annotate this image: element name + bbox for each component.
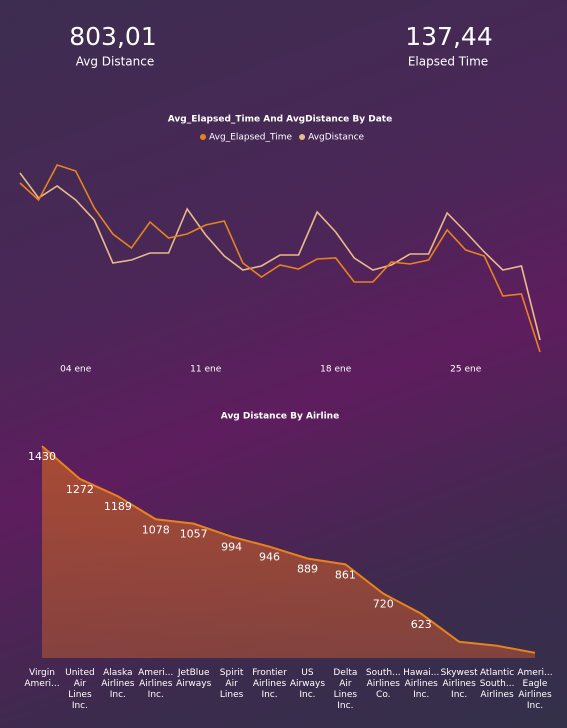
area: [42, 446, 535, 658]
x-tick-label: United Air Lines Inc.: [65, 668, 95, 711]
area-line: [41, 445, 536, 654]
chart-title: Avg Distance By Airline: [221, 412, 339, 422]
legend-label: Avg_Elapsed_Time: [209, 133, 293, 143]
data-label: 946: [259, 551, 280, 564]
x-tick-label: Hawai... Airlines Inc.: [403, 668, 440, 700]
line-series: [19, 164, 541, 353]
legend-label: AvgDistance: [308, 133, 364, 143]
x-tick-label: US Airways Inc.: [289, 668, 326, 700]
x-tick-label: 18 ene: [320, 365, 352, 375]
kpi-value: 137,44: [405, 22, 492, 51]
data-label: 1057: [180, 528, 208, 541]
data-label: 861: [335, 568, 356, 581]
x-tick-label: 25 ene: [450, 365, 482, 375]
x-tick-label: Ameri... Eagle Airlines Inc.: [517, 668, 553, 711]
legend-marker: [299, 134, 306, 140]
x-tick-label: South... Airlines Co.: [365, 668, 401, 700]
x-tick-label: Spirit Air Lines: [219, 668, 244, 700]
x-tick-label: JetBlue Airways: [176, 668, 212, 689]
data-label: 889: [297, 563, 318, 576]
x-tick-label: 11 ene: [190, 365, 222, 375]
legend-marker: [200, 134, 206, 140]
data-label: 1272: [66, 483, 94, 496]
chart-title: Avg_Elapsed_Time And AvgDistance By Date: [168, 115, 392, 125]
kpi-label: Elapsed Time: [408, 55, 488, 69]
x-tick-label: Skywest Airlines Inc.: [440, 668, 478, 700]
x-tick-label: Delta Air Lines Inc.: [333, 668, 358, 711]
data-label: 623: [411, 618, 432, 631]
x-tick-label: Virgin Ameri...: [24, 668, 60, 689]
x-tick-label: Frontier Airlines Inc.: [252, 668, 287, 700]
x-tick-label: Alaska Airlines Inc.: [101, 668, 135, 700]
line-series: [19, 172, 541, 341]
x-tick-label: 04 ene: [60, 365, 92, 375]
data-label: 720: [373, 598, 394, 611]
kpi-label: Avg Distance: [76, 55, 155, 69]
kpi-value: 803,01: [69, 22, 156, 51]
data-label: 994: [221, 541, 242, 554]
data-label: 1189: [104, 500, 132, 513]
x-tick-label: Atlantic South... Airlines: [479, 668, 515, 700]
x-tick-label: Ameri... Airlines Inc.: [138, 668, 174, 700]
data-label: 1078: [142, 523, 170, 536]
data-label: 1430: [28, 450, 56, 463]
